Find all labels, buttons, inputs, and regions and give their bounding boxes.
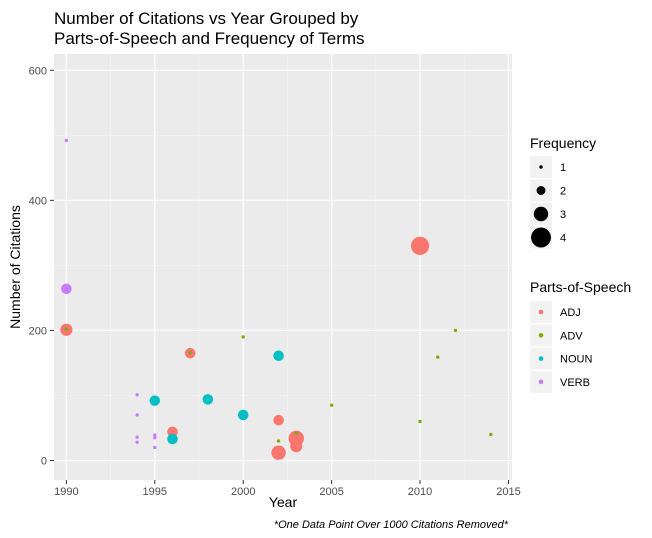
x-tick-label: 2000 [231, 486, 255, 498]
x-tick-label: 2015 [496, 486, 520, 498]
y-tick-label: 600 [29, 65, 47, 77]
legend-color-label: ADV [560, 330, 583, 342]
data-point-verb [64, 138, 69, 143]
data-point-noun [202, 394, 214, 405]
chart-title-line-2: Parts-of-Speech and Frequency of Terms [54, 29, 365, 48]
grid-lines [54, 54, 512, 480]
data-point-verb [135, 393, 139, 397]
legend-size-label: 4 [560, 233, 566, 245]
legend-size-label: 3 [560, 209, 566, 221]
y-tick-label: 0 [41, 455, 47, 467]
x-tick-label: 2005 [319, 486, 343, 498]
legend-color-key-verb [538, 379, 544, 385]
legend-color-key-adj [538, 309, 544, 315]
legend-size-label: 1 [560, 162, 566, 174]
data-point-adv [453, 328, 458, 333]
legend-color-label: NOUN [560, 354, 592, 366]
data-point-adv [418, 419, 422, 424]
legend-frequency-title: Frequency [530, 135, 596, 151]
x-tick-label: 2010 [408, 486, 432, 498]
data-point-verb [135, 413, 139, 417]
y-axis-label: Number of Citations [7, 205, 23, 329]
data-point-adj [290, 440, 303, 453]
y-tick-label: 200 [29, 325, 47, 337]
data-point-adj [410, 236, 430, 255]
data-point-verb [153, 445, 157, 450]
data-point-adv [276, 439, 281, 443]
data-point-noun [167, 433, 178, 445]
data-points [60, 138, 493, 460]
legend-pos-title: Parts-of-Speech [530, 279, 631, 295]
y-tick-label: 400 [29, 195, 47, 207]
data-point-adv [489, 432, 493, 437]
data-point-verb [61, 283, 72, 295]
data-point-adv [188, 350, 192, 355]
data-point-adj [273, 414, 284, 426]
x-axis-label: Year [269, 494, 298, 510]
legend-parts-of-speech: Parts-of-Speech ADJ ADV NOUN VERB [530, 279, 631, 393]
plot-panel [54, 54, 512, 480]
chart-title-line-1: Number of Citations vs Year Grouped by [54, 9, 359, 28]
data-point-adv [294, 431, 298, 435]
legend-color-label: ADJ [560, 307, 581, 319]
data-point-adv [436, 355, 440, 359]
legend-color-key-noun [538, 356, 544, 361]
x-tick-label: 1990 [54, 486, 78, 498]
data-point-verb [135, 435, 139, 439]
legend-color-key-adv [538, 333, 544, 338]
data-point-noun [149, 395, 161, 406]
legend-frequency: Frequency 1 2 3 4 [530, 135, 596, 249]
x-tick-label: 1995 [143, 486, 167, 498]
data-point-adv [241, 335, 245, 339]
data-point-noun [273, 350, 284, 362]
data-point-adj [271, 445, 286, 460]
legend-size-key [531, 227, 551, 248]
legend-size-key [539, 165, 543, 169]
legend-size-label: 2 [560, 186, 566, 198]
chart-caption: *One Data Point Over 1000 Citations Remo… [274, 519, 509, 531]
data-point-noun [237, 409, 249, 421]
legend-size-key [533, 206, 549, 222]
data-point-adv [64, 327, 69, 331]
data-point-adv [329, 403, 334, 407]
legend-color-label: VERB [560, 377, 590, 389]
data-point-verb [153, 433, 157, 437]
legend-size-key [536, 186, 546, 195]
data-point-verb [153, 436, 157, 440]
axes: 1990 1995 2000 2005 2010 2015 0 200 400 600 [29, 65, 521, 498]
data-point-verb [135, 440, 139, 444]
